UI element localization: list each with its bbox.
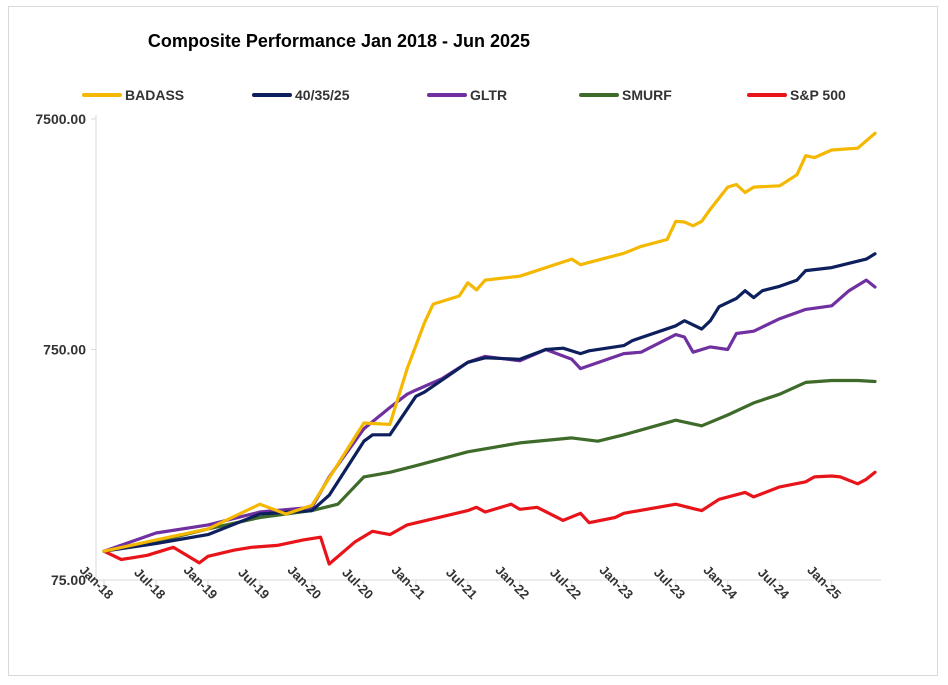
legend-label: GLTR bbox=[470, 87, 507, 103]
x-tick-label: Jan-21 bbox=[389, 562, 429, 602]
x-tick-label: Jan-23 bbox=[597, 562, 637, 602]
legend-label: S&P 500 bbox=[790, 87, 846, 103]
y-tick-label: 75.00 bbox=[51, 572, 86, 588]
x-tick-label: Jul-23 bbox=[651, 565, 688, 602]
y-axis: 7500.00 750.00 75.00 bbox=[35, 111, 97, 588]
x-tick-label: Jan-22 bbox=[493, 562, 533, 602]
x-tick-label: Jul-21 bbox=[443, 565, 480, 602]
legend-label: SMURF bbox=[622, 87, 672, 103]
legend-label: BADASS bbox=[125, 87, 184, 103]
x-tick-label: Jan-25 bbox=[804, 562, 844, 602]
legend-item-smurf: SMURF bbox=[579, 87, 672, 103]
chart-title: Composite Performance Jan 2018 - Jun 202… bbox=[148, 31, 530, 51]
legend: BADASS 40/35/25 GLTR SMURF S&P 500 bbox=[82, 87, 846, 103]
x-tick-label: Jul-20 bbox=[339, 565, 376, 602]
series-layer bbox=[102, 131, 877, 566]
x-tick-label: Jan-20 bbox=[285, 562, 325, 602]
x-tick-label: Jan-24 bbox=[700, 562, 740, 602]
line-chart: Composite Performance Jan 2018 - Jun 202… bbox=[35, 31, 881, 603]
y-tick-label: 750.00 bbox=[43, 342, 86, 358]
legend-item-40-35-25: 40/35/25 bbox=[252, 87, 350, 103]
legend-item-badass: BADASS bbox=[82, 87, 184, 103]
x-tick-label: Jul-19 bbox=[235, 565, 272, 602]
chart-frame: Composite Performance Jan 2018 - Jun 202… bbox=[8, 6, 938, 676]
x-tick-label: Jul-24 bbox=[755, 565, 793, 603]
legend-item-s-p-500: S&P 500 bbox=[747, 87, 846, 103]
series-line-s-p-500 bbox=[102, 470, 877, 566]
legend-item-gltr: GLTR bbox=[427, 87, 507, 103]
series-line-40-35-25 bbox=[102, 252, 877, 553]
x-tick-label: Jul-22 bbox=[547, 565, 584, 602]
legend-label: 40/35/25 bbox=[295, 87, 350, 103]
series-line-smurf bbox=[102, 378, 877, 553]
x-tick-label: Jul-18 bbox=[131, 565, 168, 602]
y-tick-label: 7500.00 bbox=[35, 111, 86, 127]
series-line-badass bbox=[102, 131, 877, 553]
x-axis: Jan-18 Jul-18 Jan-19 Jul-19 Jan-20 Jul-20 Jan-… bbox=[77, 562, 881, 603]
x-tick-label: Jan-19 bbox=[181, 562, 221, 602]
